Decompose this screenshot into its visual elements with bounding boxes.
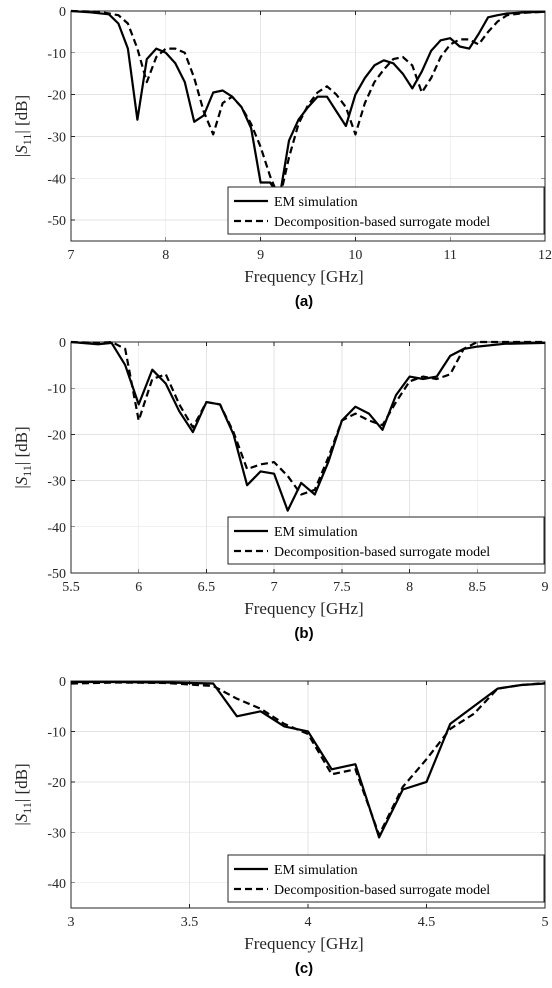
y-tick-label: -50	[47, 567, 66, 582]
x-tick-label: 6	[135, 580, 142, 595]
legend-box	[227, 186, 545, 235]
y-tick-label: -40	[47, 877, 66, 892]
y-tick-label: -30	[47, 130, 66, 145]
legend-entry-label: EM simulation	[274, 525, 358, 540]
y-tick-label: 0	[59, 336, 66, 351]
y-axis-label: |S11| [dB]	[12, 426, 34, 488]
plot-area-frame	[70, 341, 546, 574]
legend-entry-label: Decomposition-based surrogate model	[274, 545, 490, 560]
x-tick-label: 7	[271, 580, 278, 595]
em-simulation-series-line	[70, 9, 546, 199]
legend-box	[227, 854, 545, 903]
legend-entry-label: Decomposition-based surrogate model	[274, 883, 490, 898]
panel-label: (a)	[295, 293, 313, 310]
y-tick-label: -10	[47, 382, 66, 397]
em-simulation-series-line	[71, 680, 546, 839]
y-tick-label: -20	[47, 89, 66, 104]
y-tick-label: -40	[47, 521, 66, 536]
legend-box	[227, 516, 545, 565]
x-tick-label: 9	[542, 580, 549, 595]
y-tick-label: -10	[47, 725, 66, 740]
x-tick-label: 4	[305, 915, 312, 930]
x-tick-label: 4.5	[418, 915, 436, 930]
chart-panel-1: 7 8 9 10 11 12 0 -10 -20 -30 -40 -50 Frequency [GHz]…	[12, 5, 552, 310]
x-axis-label: Frequency [GHz]	[244, 267, 363, 286]
panel-label: (c)	[295, 960, 313, 977]
y-tick-label: -30	[47, 826, 66, 841]
x-tick-label: 10	[348, 248, 362, 263]
x-tick-label: 8	[406, 580, 413, 595]
y-tick-label: -50	[47, 214, 66, 229]
y-tick-label: 0	[59, 675, 66, 690]
x-tick-label: 11	[443, 248, 456, 263]
x-tick-label: 6.5	[198, 580, 216, 595]
y-tick-label: -40	[47, 172, 66, 187]
legend: EM simulation Decomposition-based surroga…	[227, 186, 545, 235]
em-simulation-series-line	[70, 340, 546, 512]
x-tick-label: 7.5	[333, 580, 351, 595]
legend-entry-label: Decomposition-based surrogate model	[274, 215, 490, 230]
y-tick-label: -30	[47, 475, 66, 490]
x-tick-label: 5.5	[62, 580, 80, 595]
x-tick-label: 3.5	[181, 915, 199, 930]
y-axis-label: |S11| [dB]	[12, 763, 34, 825]
legend-entry-label: EM simulation	[274, 863, 358, 878]
x-tick-label: 8.5	[469, 580, 487, 595]
x-axis-label: Frequency [GHz]	[244, 599, 363, 618]
legend-entry-label: EM simulation	[274, 195, 358, 210]
y-tick-label: 0	[59, 5, 66, 20]
surrogate-model-series-line	[70, 681, 546, 836]
y-tick-label: -10	[47, 47, 66, 62]
chart-panel-2: 5.5 6 6.5 7 7.5 8 8.5 9 0 -10 -20 -30 -40 -50 Frequenc…	[12, 336, 549, 642]
x-tick-label: 9	[257, 248, 264, 263]
x-tick-label: 7	[68, 248, 75, 263]
panel-label: (b)	[294, 625, 313, 642]
plot-area-frame	[70, 10, 546, 242]
legend: EM simulation Decomposition-based surroga…	[227, 854, 545, 903]
x-tick-label: 8	[162, 248, 169, 263]
x-tick-label: 12	[538, 248, 552, 263]
legend: EM simulation Decomposition-based surroga…	[227, 516, 545, 565]
x-axis-label: Frequency [GHz]	[244, 934, 363, 953]
surrogate-model-series-line	[70, 340, 545, 496]
y-axis-label: |S11| [dB]	[12, 95, 34, 157]
surrogate-model-series-line	[70, 9, 546, 201]
x-tick-label: 3	[68, 915, 75, 930]
y-tick-label: -20	[47, 776, 66, 791]
x-tick-label: 5	[542, 915, 549, 930]
chart-panel-3: 3 3.5 4 4.5 5 0 -10 -20 -30 -40 Frequency [GHz] |S1…	[12, 675, 549, 977]
y-tick-label: -20	[47, 428, 66, 443]
